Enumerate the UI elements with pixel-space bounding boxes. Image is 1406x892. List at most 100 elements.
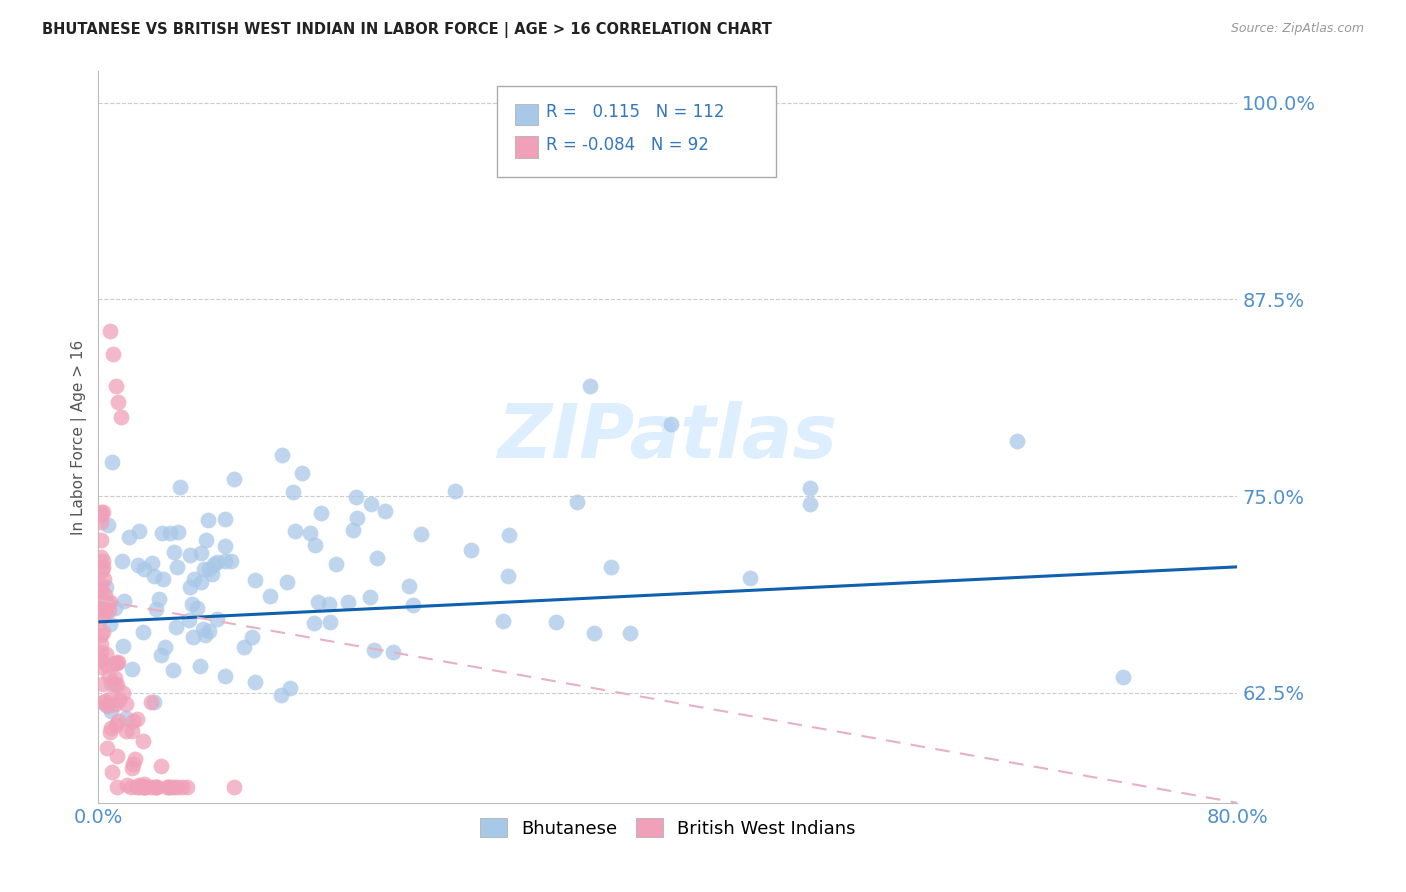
- Point: [342, 524, 364, 538]
- Point: [93, 694, 115, 708]
- FancyBboxPatch shape: [498, 86, 776, 178]
- Point: [90, 653, 112, 667]
- Point: [179, 580, 201, 594]
- Point: [599, 560, 621, 574]
- Point: [107, 655, 129, 669]
- Point: [115, 778, 138, 792]
- Point: [179, 548, 201, 562]
- Point: [145, 602, 167, 616]
- Point: [240, 630, 263, 644]
- Point: [232, 640, 254, 654]
- Point: [165, 619, 187, 633]
- Point: [291, 467, 314, 481]
- Point: [96, 657, 118, 672]
- Point: [1112, 670, 1135, 684]
- Point: [132, 733, 155, 747]
- Point: [159, 780, 181, 794]
- Point: [122, 757, 145, 772]
- Point: [181, 597, 204, 611]
- Legend: Bhutanese, British West Indians: Bhutanese, British West Indians: [472, 811, 863, 845]
- Point: [90, 637, 112, 651]
- Text: Source: ZipAtlas.com: Source: ZipAtlas.com: [1230, 22, 1364, 36]
- Point: [107, 693, 129, 707]
- Point: [104, 379, 127, 393]
- Point: [127, 558, 149, 572]
- Point: [105, 717, 128, 731]
- Text: ZIPatlas: ZIPatlas: [498, 401, 838, 474]
- Point: [337, 595, 360, 609]
- Point: [194, 628, 217, 642]
- Point: [186, 600, 208, 615]
- Point: [359, 590, 381, 604]
- Point: [150, 648, 173, 663]
- Point: [409, 527, 432, 541]
- Point: [381, 645, 404, 659]
- Point: [100, 764, 122, 779]
- Point: [90, 578, 112, 592]
- Point: [195, 533, 218, 547]
- Point: [214, 669, 236, 683]
- Point: [91, 560, 114, 574]
- Point: [492, 614, 515, 628]
- Point: [128, 524, 150, 538]
- Point: [122, 714, 145, 729]
- Point: [134, 561, 156, 575]
- Point: [98, 617, 121, 632]
- Point: [201, 567, 224, 582]
- Point: [121, 724, 143, 739]
- Text: R = -0.084   N = 92: R = -0.084 N = 92: [546, 136, 709, 154]
- Point: [259, 589, 281, 603]
- Point: [90, 505, 112, 519]
- Point: [90, 550, 112, 565]
- Point: [105, 780, 128, 794]
- Point: [97, 518, 120, 533]
- Point: [101, 347, 124, 361]
- Point: [124, 752, 146, 766]
- Point: [107, 394, 129, 409]
- Point: [121, 662, 143, 676]
- Point: [100, 690, 122, 705]
- Point: [346, 510, 368, 524]
- Point: [90, 594, 112, 608]
- Point: [146, 780, 169, 794]
- Point: [183, 630, 205, 644]
- Point: [93, 572, 115, 586]
- Point: [90, 628, 112, 642]
- Point: [799, 481, 821, 495]
- Point: [619, 625, 641, 640]
- Point: [496, 569, 519, 583]
- Point: [134, 780, 156, 794]
- Point: [91, 677, 114, 691]
- Point: [740, 571, 762, 585]
- Text: R =   0.115   N = 112: R = 0.115 N = 112: [546, 103, 724, 120]
- Point: [276, 574, 298, 589]
- Point: [344, 490, 367, 504]
- Point: [150, 525, 173, 540]
- Point: [94, 580, 117, 594]
- Point: [94, 698, 117, 712]
- Point: [107, 678, 129, 692]
- Point: [166, 560, 188, 574]
- Point: [193, 562, 215, 576]
- FancyBboxPatch shape: [515, 103, 538, 126]
- Point: [219, 554, 242, 568]
- Point: [118, 531, 141, 545]
- Point: [325, 558, 347, 572]
- Point: [134, 780, 156, 794]
- Point: [150, 759, 173, 773]
- Point: [443, 483, 465, 498]
- Point: [90, 645, 112, 659]
- Point: [94, 588, 117, 602]
- Point: [222, 780, 245, 794]
- Point: [91, 624, 114, 639]
- Point: [202, 557, 225, 571]
- Point: [90, 608, 112, 623]
- FancyBboxPatch shape: [515, 136, 538, 158]
- Point: [91, 554, 114, 568]
- Point: [96, 596, 118, 610]
- Point: [307, 595, 329, 609]
- Point: [114, 711, 136, 725]
- Point: [100, 721, 122, 735]
- Point: [139, 695, 162, 709]
- Point: [1005, 434, 1028, 448]
